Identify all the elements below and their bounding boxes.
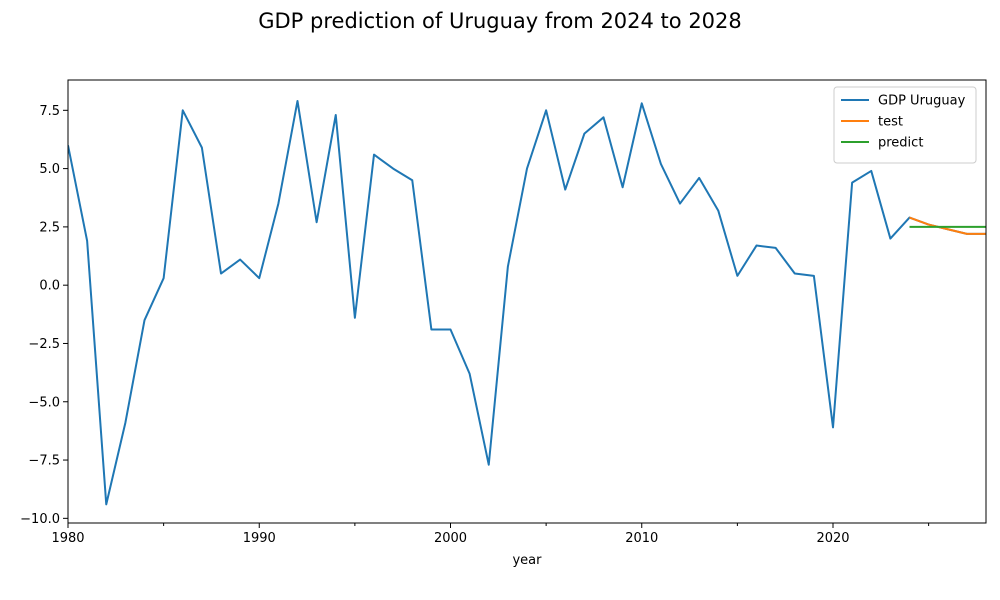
legend-box [833, 86, 977, 164]
y-tick-label-1: −7.5 [28, 454, 60, 469]
x-tick-label-3: 2010 [625, 531, 658, 546]
x-tick-label-4: 2020 [816, 531, 849, 546]
legend-entry-1: test [878, 115, 903, 130]
y-axis: −10.0 −7.5 −5.0 −2.5 0.0 2.5 5.0 7.5 [20, 104, 68, 527]
y-tick-label-7: 7.5 [39, 104, 60, 119]
y-tick-label-6: 5.0 [39, 162, 60, 177]
series-line-1 [909, 216, 986, 235]
series-line-0 [68, 99, 986, 506]
x-tick-label-2: 2000 [434, 531, 467, 546]
plot-frame [67, 79, 987, 524]
legend-entry-2: predict [878, 136, 923, 151]
y-tick-label-3: −2.5 [28, 337, 60, 352]
x-axis-label: year [512, 553, 542, 568]
legend-entry-0: GDP Uruguay [878, 94, 966, 109]
x-axis: 1980 1990 2000 2010 2020 [51, 523, 930, 546]
legend[interactable]: GDP Uruguay test predict [833, 86, 977, 164]
chart-title: GDP prediction of Uruguay from 2024 to 2… [258, 9, 742, 33]
y-tick-label-5: 2.5 [39, 220, 60, 235]
y-tick-label-0: −10.0 [20, 512, 60, 527]
y-tick-label-2: −5.0 [28, 395, 60, 410]
y-tick-label-4: 0.0 [39, 279, 60, 294]
x-tick-label-1: 1990 [243, 531, 276, 546]
plot-lines [68, 99, 986, 506]
x-tick-label-0: 1980 [51, 531, 84, 546]
